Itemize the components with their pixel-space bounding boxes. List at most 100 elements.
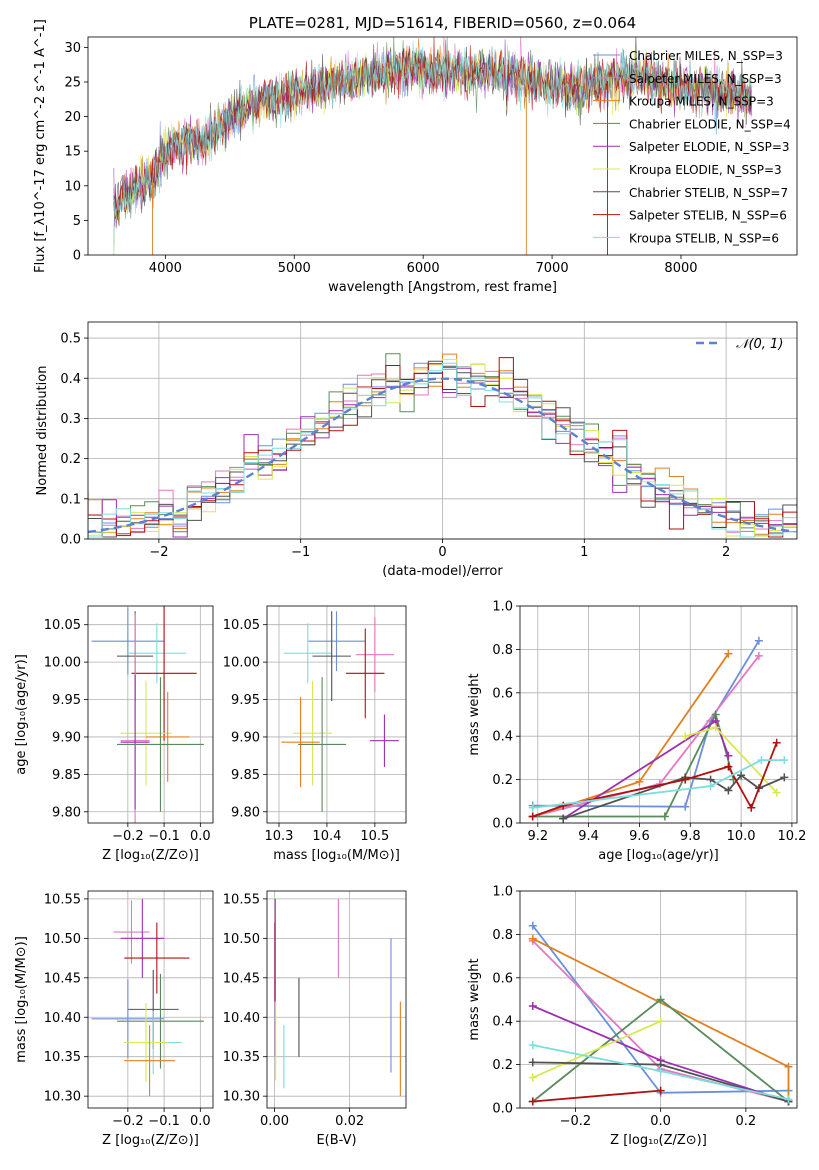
y-tick-label: 0 (73, 249, 81, 264)
y-tick-label: 10.45 (44, 971, 81, 986)
x-axis-label: Z [log₁₀(Z/Z⊙)] (102, 848, 199, 863)
y-tick-label: 10.05 (223, 618, 260, 633)
legend-label: Kroupa ELODIE, N_SSP=3 (629, 163, 782, 177)
plus-marker (528, 1002, 537, 1011)
x-tick-label: 5000 (278, 261, 311, 276)
y-tick-label: 10.40 (223, 1011, 260, 1026)
plus-marker (724, 762, 733, 771)
weight-vs-Z-frame (519, 890, 798, 1109)
plus-marker (780, 756, 789, 765)
x-axis-label: age [log₁₀(age/yr)] (598, 848, 719, 863)
age-vs-Z-axes: −0.2 −0.1 0.0 9.80 9.85 9.90 9.95 10.00 10.05 Z [… (14, 606, 213, 863)
legend-label: Chabrier STELIB, N_SSP=7 (629, 186, 788, 200)
weight-vs-age-axes: 9.2 9.4 9.6 9.8 10.0 10.2 0.0 0.2 0.4 0.6 0.8 1.0 ag… (467, 600, 806, 864)
y-tick-label: 9.85 (231, 768, 260, 783)
weight-series (528, 1041, 793, 1104)
y-axis-label: mass weight (467, 673, 482, 755)
error-point (307, 611, 366, 672)
mass-vs-Z-frame (87, 890, 214, 1109)
mass-vs-Z-points (91, 898, 204, 1097)
x-axis-label: Z [log₁₀(Z/Z⊙)] (610, 1133, 707, 1148)
y-axis-label: mass weight (467, 958, 482, 1040)
plus-marker (747, 803, 756, 812)
residuals-axes: −2 −1 0 1 2 0.0 0.1 0.2 0.3 0.4 0.5 (data-model)/er… (35, 322, 797, 579)
series-line (532, 1089, 661, 1103)
y-tick-label: 9.80 (231, 805, 260, 820)
plus-marker (656, 995, 665, 1004)
x-tick-label: 10.2 (777, 829, 806, 844)
error-point (113, 900, 150, 964)
y-tick-label: 0.1 (60, 492, 81, 507)
y-tick-label: 0.0 (492, 817, 513, 832)
y-axis-label: mass [log₁₀(M/M⊙)] (14, 936, 29, 1063)
age-vs-mass-axes: 10.3 10.4 10.5 9.80 9.85 9.90 9.95 10.00 10.05 ma… (223, 606, 406, 863)
y-tick-label: 10.00 (223, 656, 260, 671)
plus-marker (706, 782, 715, 791)
weight-series (528, 636, 763, 811)
y-tick-label: 1.0 (492, 885, 513, 900)
error-point (120, 898, 165, 978)
plus-marker (754, 651, 763, 660)
x-tick-label: 0.02 (335, 1114, 364, 1129)
y-tick-label: 0.2 (492, 773, 513, 788)
plus-marker (656, 1086, 665, 1095)
error-point (370, 714, 399, 767)
plus-marker (656, 1067, 665, 1076)
plus-marker (559, 814, 568, 823)
x-tick-label: 0.0 (190, 829, 211, 844)
plus-marker (528, 1097, 537, 1106)
y-tick-label: 10.30 (44, 1090, 81, 1105)
y-tick-label: 10.50 (44, 932, 81, 947)
y-tick-label: 0.5 (60, 332, 81, 347)
y-tick-label: 10.30 (223, 1090, 260, 1105)
histograms (88, 353, 797, 538)
plus-marker (772, 788, 781, 797)
x-tick-label: −0.2 (112, 1114, 144, 1129)
mass-vs-EBV-frame (266, 890, 407, 1109)
y-axis-label: Flux [f_λ10^-17 erg cm^-2 s^-1 A^-1] (33, 19, 48, 273)
error-point (91, 979, 165, 1059)
plus-marker (754, 636, 763, 645)
plus-marker (681, 775, 690, 784)
y-tick-label: 0.0 (60, 533, 81, 548)
residuals-grid (88, 322, 797, 540)
weight-series (528, 1086, 665, 1106)
weight-vs-age-grid (520, 605, 797, 824)
chart-title: PLATE=0281, MJD=51614, FIBERID=0560, z=0… (249, 14, 636, 32)
x-tick-label: 0.0 (190, 1114, 211, 1129)
plus-marker (681, 732, 690, 741)
legend-label: Salpeter MILES, N_SSP=3 (629, 72, 782, 86)
y-tick-label: 15 (64, 145, 81, 160)
error-point (312, 611, 351, 702)
plus-marker (711, 723, 720, 732)
y-tick-label: 10 (64, 179, 81, 194)
y-tick-label: 9.90 (52, 730, 81, 745)
age-vs-Z-frame (87, 605, 214, 824)
plus-marker (772, 738, 781, 747)
weight-series (528, 1017, 665, 1082)
mass-vs-Z-grid (88, 891, 213, 1108)
legend-label: Salpeter ELODIE, N_SSP=3 (629, 140, 790, 154)
mass-vs-Z-axes: −0.2 −0.1 0.0 10.30 10.35 10.40 10.45 10.50 10.5… (14, 891, 213, 1148)
weight-series (528, 738, 781, 821)
error-point (145, 692, 190, 782)
legend-label: Chabrier ELODIE, N_SSP=4 (629, 117, 791, 131)
plus-marker (724, 751, 733, 760)
plus-marker (528, 803, 537, 812)
error-point (120, 680, 172, 786)
histogram-series (88, 362, 797, 538)
error-point (91, 607, 165, 675)
y-tick-label: 30 (64, 41, 81, 56)
x-tick-label: 10.3 (265, 829, 294, 844)
age-vs-Z-points (91, 606, 204, 823)
error-point (124, 922, 190, 994)
x-axis-label: Z [log₁₀(Z/Z⊙)] (102, 1133, 199, 1148)
x-tick-label: −0.2 (112, 829, 144, 844)
error-point (127, 623, 186, 684)
plus-marker (724, 649, 733, 658)
error-point (124, 1025, 175, 1097)
legend-label: Kroupa MILES, N_SSP=3 (629, 95, 774, 109)
x-tick-label: 2 (722, 545, 730, 560)
error-point (355, 617, 395, 693)
y-tick-label: 10.35 (223, 1050, 260, 1065)
